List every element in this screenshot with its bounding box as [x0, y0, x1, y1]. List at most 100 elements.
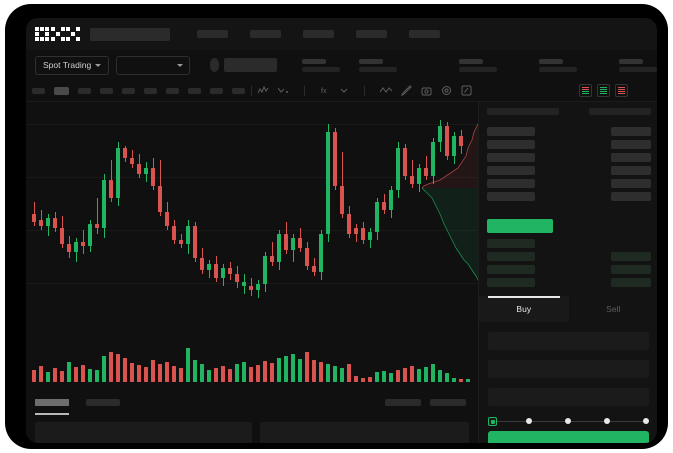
orderbook-row[interactable] [487, 179, 535, 188]
orderbook-row[interactable] [487, 140, 535, 149]
timeframe-7[interactable] [166, 87, 179, 94]
orderbook-mode-group [501, 84, 628, 97]
orderbook-row[interactable] [487, 166, 535, 175]
bottom-panel-right[interactable] [260, 422, 469, 443]
timeframe-10[interactable] [232, 87, 245, 94]
line-chart-icon[interactable] [380, 86, 392, 95]
volume-bar [200, 364, 204, 382]
volume-bar [249, 367, 253, 382]
volume-bar [431, 364, 435, 382]
submit-order-button[interactable] [488, 431, 649, 443]
timeframe-4[interactable] [100, 87, 113, 94]
compare-icon[interactable] [278, 86, 289, 95]
orderbook-mode-both[interactable] [579, 84, 592, 97]
market-type-selector[interactable]: Spot Trading [35, 55, 110, 75]
nav-item-4[interactable] [356, 30, 387, 38]
orders-tabs [35, 399, 120, 406]
volume-bar [123, 358, 127, 382]
slider-step-75[interactable] [604, 418, 610, 424]
volume-bar [151, 360, 155, 382]
orderbook-row[interactable] [487, 127, 535, 136]
order-total-field[interactable] [488, 388, 649, 406]
tab-order-history[interactable] [86, 399, 120, 406]
orderbook-mode-bids[interactable] [597, 84, 610, 97]
stat-value [618, 66, 657, 72]
slider-step-50[interactable] [565, 418, 571, 424]
gridline [26, 230, 488, 231]
timeframe-5[interactable] [122, 87, 135, 94]
volume-bar [445, 373, 449, 382]
orderbook-row-amount [611, 252, 651, 261]
tab-sell[interactable]: Sell [606, 304, 621, 314]
slider-step-100[interactable] [643, 418, 649, 424]
bottom-panel-left[interactable] [35, 422, 252, 443]
orderbook-col-header-amount [589, 108, 651, 115]
timeframe-1[interactable] [32, 87, 45, 94]
percent-slider[interactable] [488, 417, 649, 426]
active-tab-underline [35, 413, 69, 415]
timeframe-8[interactable] [188, 87, 201, 94]
nav-item-1[interactable] [197, 30, 228, 38]
tab-open-orders[interactable] [35, 399, 69, 406]
stat-label [458, 58, 483, 64]
timeframe-3[interactable] [78, 87, 91, 94]
slider-step-25[interactable] [526, 418, 532, 424]
volume-bar [438, 370, 442, 382]
stat-value [358, 66, 397, 72]
search-input[interactable] [90, 27, 170, 41]
orderbook-mode-asks[interactable] [615, 84, 628, 97]
market-stats-left [301, 58, 397, 72]
order-amount-field[interactable] [488, 360, 649, 378]
orderbook-row[interactable] [487, 239, 535, 248]
volume-bar [298, 359, 302, 382]
price-chart[interactable] [26, 102, 488, 392]
device-screen: Spot Trading [26, 18, 657, 443]
settings-gear-icon[interactable] [441, 85, 452, 96]
order-book[interactable] [478, 102, 657, 296]
volume-bar [179, 368, 183, 382]
orderbook-row[interactable] [487, 265, 535, 274]
indicators-icon[interactable] [258, 86, 269, 95]
orderbook-row-amount [611, 166, 651, 175]
alert-icon[interactable]: fx [320, 86, 331, 95]
orderbook-row[interactable] [487, 252, 535, 261]
volume-bar [207, 370, 211, 382]
volume-bar [459, 379, 463, 382]
order-price-field[interactable] [488, 332, 649, 350]
volume-bar [277, 358, 281, 382]
volume-bar [396, 370, 400, 382]
chart-type-icon[interactable] [340, 86, 349, 95]
orderbook-row[interactable] [487, 153, 535, 162]
timeframe-6[interactable] [144, 87, 157, 94]
bottom-action-1[interactable] [385, 399, 421, 406]
timeframe-2[interactable] [54, 86, 69, 95]
camera-icon[interactable] [421, 85, 432, 96]
orderbook-row[interactable] [487, 192, 535, 201]
timeframe-9[interactable] [210, 87, 223, 94]
drawing-pencil-icon[interactable] [401, 85, 412, 96]
stat-label [358, 58, 383, 64]
gridline [26, 177, 488, 178]
slider-knob[interactable] [488, 417, 497, 426]
stat-value [458, 66, 497, 72]
volume-bar [109, 352, 113, 382]
stat-label [538, 58, 563, 64]
volume-bar [417, 369, 421, 382]
pair-selector[interactable] [116, 55, 190, 75]
bottom-action-2[interactable] [430, 399, 466, 406]
orderbook-row[interactable] [487, 278, 535, 287]
orders-section [26, 392, 478, 443]
device-bezel: Spot Trading [5, 4, 668, 449]
fullscreen-icon[interactable] [461, 85, 472, 96]
orderbook-row-amount [611, 192, 651, 201]
volume-series [26, 330, 488, 382]
tab-buy[interactable]: Buy [479, 296, 569, 322]
nav-item-5[interactable] [409, 30, 440, 38]
nav-item-2[interactable] [250, 30, 281, 38]
volume-bar [452, 378, 456, 382]
candlestick-series [26, 102, 488, 317]
stat-item [301, 58, 340, 72]
nav-item-3[interactable] [303, 30, 334, 38]
okx-logo[interactable] [35, 27, 80, 41]
